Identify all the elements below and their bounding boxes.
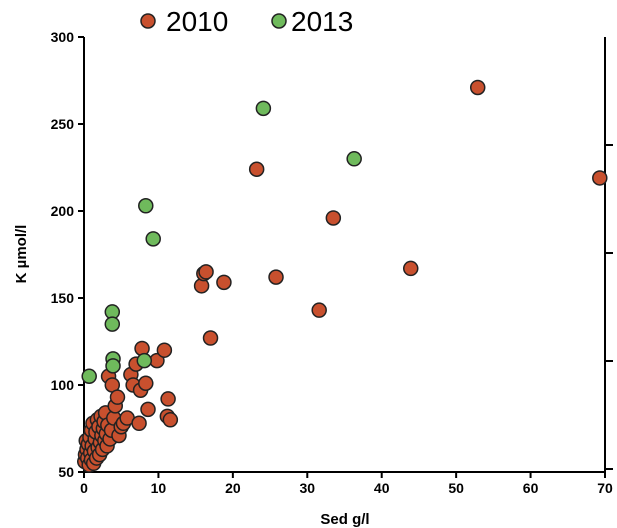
data-point-2013 bbox=[255, 100, 272, 117]
data-point-2010 bbox=[268, 269, 284, 285]
x-tick-label: 40 bbox=[374, 480, 390, 496]
data-point-2010 bbox=[140, 401, 156, 418]
y-tick-label: 150 bbox=[51, 290, 75, 306]
data-point-2010 bbox=[138, 375, 154, 392]
data-point-2010 bbox=[592, 170, 608, 186]
legend-marker-2010 bbox=[140, 13, 156, 29]
data-point-2010 bbox=[160, 391, 176, 407]
data-point-2010 bbox=[311, 302, 327, 318]
plot-frame bbox=[83, 37, 613, 473]
data-point-2010 bbox=[156, 342, 173, 358]
x-tick-label: 0 bbox=[80, 480, 88, 496]
legend-marker-2013 bbox=[271, 13, 287, 29]
legend: 2010 2013 bbox=[140, 6, 353, 37]
data-point-2013 bbox=[81, 368, 97, 385]
x-tick-label: 50 bbox=[448, 480, 464, 496]
data-point-2013 bbox=[105, 358, 121, 374]
legend-label-2013: 2013 bbox=[291, 6, 353, 37]
x-axis-title: Sed g/l bbox=[320, 511, 369, 528]
x-tick-label: 10 bbox=[151, 480, 167, 496]
x-tick-label: 30 bbox=[299, 480, 315, 496]
data-point-2013 bbox=[145, 231, 161, 247]
data-point-2010 bbox=[202, 330, 219, 346]
x-tick-label: 70 bbox=[597, 480, 613, 496]
y-tick-label: 250 bbox=[51, 116, 75, 132]
y-tick-label: 300 bbox=[51, 29, 75, 45]
y-tick-label: 200 bbox=[51, 203, 75, 219]
data-point-2010 bbox=[216, 274, 232, 291]
legend-label-2010: 2010 bbox=[166, 6, 228, 37]
x-tick-label: 20 bbox=[225, 480, 241, 496]
y-axis-title: K µmol/l bbox=[13, 225, 30, 284]
data-point-2010 bbox=[109, 389, 126, 405]
x-tick-label: 60 bbox=[523, 480, 539, 496]
y-tick-label: 50 bbox=[58, 464, 74, 480]
data-point-2010 bbox=[198, 264, 214, 280]
data-point-2013 bbox=[136, 352, 153, 369]
data-point-2010 bbox=[131, 415, 147, 432]
data-point-2010 bbox=[325, 210, 342, 226]
data-point-2013 bbox=[346, 151, 362, 167]
data-point-2013 bbox=[138, 198, 154, 214]
data-point-2013 bbox=[104, 316, 121, 332]
data-point-2010 bbox=[469, 79, 486, 96]
y-tick-label: 100 bbox=[51, 377, 75, 393]
data-point-2010 bbox=[162, 412, 179, 428]
data-point-2010 bbox=[402, 260, 419, 277]
data-point-2010 bbox=[248, 161, 265, 177]
